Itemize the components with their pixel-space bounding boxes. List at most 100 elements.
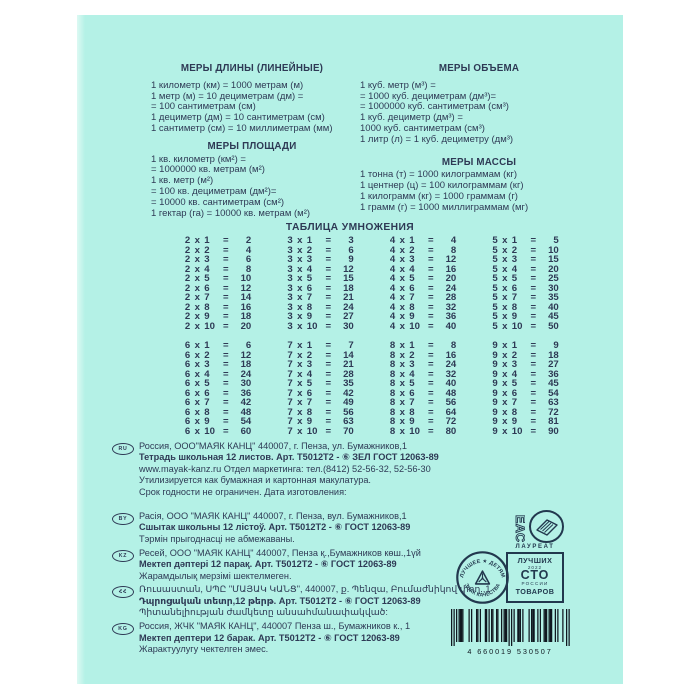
multiplication-fact: 9 х 7 = 63 bbox=[492, 397, 559, 409]
footer-line: www.mayak-kanz.ru Отдел маркетинга: тел.… bbox=[139, 463, 431, 474]
multiplication-fact: 8 х 10 = 80 bbox=[389, 425, 457, 437]
measures-line: 1 метр (м) = 10 дециметрам (дм) = bbox=[151, 90, 304, 102]
measures-line: 1 тонна (т) = 1000 килограммам (кг) bbox=[360, 169, 518, 181]
multiplication-fact: 8 х 3 = 24 bbox=[389, 359, 457, 371]
footer-line: Жарактуулугу чектелген эмес. bbox=[139, 644, 269, 654]
multiplication-fact: 6 х 8 = 48 bbox=[184, 406, 252, 418]
multiplication-fact: 3 х 10 = 30 bbox=[287, 320, 354, 332]
measures-section-title: МЕРЫ ПЛОЩАДИ bbox=[207, 140, 297, 152]
measures-section-title: МЕРЫ ДЛИНЫ (ЛИНЕЙНЫЕ) bbox=[180, 63, 324, 74]
measures-line: 1 грамм (г) = 1000 миллиграммам (мг) bbox=[360, 201, 529, 213]
multiplication-fact: 9 х 6 = 54 bbox=[492, 387, 559, 399]
measures-line: = 100 кв. дециметрам (дм²)= bbox=[151, 185, 277, 197]
multiplication-fact: 5 х 5 = 25 bbox=[492, 273, 559, 285]
measures-line: 1 сантиметр (см) = 10 миллиметрам (мм) bbox=[151, 122, 333, 134]
multiplication-fact: 4 х 4 = 16 bbox=[389, 263, 457, 275]
country-code-badge: RU bbox=[112, 443, 134, 455]
footer-lang-block: BY Расія, ООО "МАЯК КАНЦ" 440007, г. Пенз… bbox=[112, 511, 464, 545]
multiplication-fact: 6 х 7 = 42 bbox=[184, 397, 252, 409]
measures-section-title: МЕРЫ МАССЫ bbox=[441, 156, 517, 168]
multiplication-fact: 6 х 2 = 12 bbox=[184, 349, 252, 361]
multiplication-fact: 8 х 1 = 8 bbox=[389, 340, 457, 351]
multiplication-fact: 6 х 6 = 36 bbox=[184, 387, 252, 399]
multiplication-column: 5 х 1 = 5 5 х 2 = 10 5 х 3 = 15 5 х 4 = 20 5 х 5 = 25 5 х 6 = 30 5 х 7 = 3… bbox=[489, 235, 559, 332]
multiplication-fact: 8 х 8 = 64 bbox=[389, 406, 457, 418]
multiplication-fact: 3 х 5 = 15 bbox=[287, 273, 354, 285]
multiplication-fact: 6 х 3 = 18 bbox=[184, 359, 252, 371]
footer-line: Жарамдылық мерзімі шектелмеген. bbox=[139, 570, 292, 581]
best-goods-stamp-bottom: ТОВАРОВ bbox=[515, 587, 555, 596]
multiplication-fact: 6 х 5 = 30 bbox=[184, 378, 252, 390]
multiplication-fact: 5 х 8 = 40 bbox=[492, 301, 559, 313]
measures-section-title: МЕРЫ ОБЪЕМА bbox=[438, 63, 520, 74]
multiplication-fact: 5 х 10 = 50 bbox=[492, 320, 559, 332]
multiplication-fact: 9 х 8 = 72 bbox=[492, 406, 559, 418]
footer-line: Պիտանելիության ժամկետը անսահմանափակված: bbox=[139, 607, 388, 618]
multiplication-fact: 7 х 9 = 63 bbox=[287, 416, 354, 428]
measures-line: 1 километр (км) = 1000 метрам (м) bbox=[151, 79, 304, 91]
multiplication-fact: 2 х 7 = 14 bbox=[184, 292, 252, 304]
footer-lang-block: KZ Ресей, ООО "МАЯК КАНЦ" 440007, Пенза қ… bbox=[112, 548, 464, 582]
multiplication-fact: 7 х 8 = 56 bbox=[287, 406, 354, 418]
multiplication-fact: 4 х 1 = 4 bbox=[389, 235, 457, 246]
multiplication-fact: 2 х 6 = 12 bbox=[184, 282, 252, 294]
multiplication-fact: 2 х 8 = 16 bbox=[184, 301, 252, 313]
country-code-badge: ՀՀ bbox=[112, 586, 134, 599]
measures-line: 1000 куб. сантиметрам (см³) bbox=[360, 122, 485, 134]
quality-mark-icon: ЛУЧШЕЕ ★ ДЕТЯМ ЗНАК КАЧЕСТВА bbox=[456, 551, 509, 604]
multiplication-fact: 2 х 1 = 2 bbox=[184, 235, 252, 246]
footer-line: Դպրոցական տետր,12 թերթ. Арт. Т5012Т2 - ⑥… bbox=[139, 595, 421, 606]
multiplication-fact: 7 х 2 = 14 bbox=[287, 349, 354, 361]
publisher-logo bbox=[528, 509, 565, 544]
barcode-digits: 4 660019 530507 bbox=[467, 647, 553, 656]
multiplication-fact: 5 х 6 = 30 bbox=[492, 282, 559, 294]
multiplication-fact: 3 х 6 = 18 bbox=[287, 282, 354, 294]
multiplication-fact: 2 х 9 = 18 bbox=[184, 311, 252, 323]
footer-line: Россия, ООО"МАЯК КАНЦ" 440007, г. Пенза,… bbox=[139, 441, 408, 451]
book-icon bbox=[529, 510, 564, 543]
multiplication-fact: 4 х 7 = 28 bbox=[389, 292, 457, 304]
measures-section: МЕРЫ ПЛОЩАДИ 1 кв. километр (км²) = = 1000… bbox=[151, 140, 353, 220]
multiplication-fact: 5 х 7 = 35 bbox=[492, 292, 559, 304]
measures-section: МЕРЫ ОБЪЕМА 1 куб. метр (м³) = = 1000 куб.… bbox=[360, 63, 598, 146]
measures-line: = 10000 кв. сантиметрам (см²) bbox=[151, 196, 285, 208]
footer-line: Ռուսաստան, ՍՊԸ "ՄԱՅԱԿ ԿԱՆՑ", 440007, ք. … bbox=[139, 584, 491, 595]
multiplication-fact: 7 х 4 = 28 bbox=[287, 368, 354, 380]
multiplication-fact: 4 х 8 = 32 bbox=[389, 301, 457, 313]
footer-lines: Расія, ООО "МАЯК КАНЦ" 440007, г. Пенза,… bbox=[139, 511, 410, 545]
footer-lang-block: RU Россия, ООО"МАЯК КАНЦ" 440007, г. Пенз… bbox=[112, 441, 464, 498]
multiplication-fact: 3 х 2 = 6 bbox=[287, 244, 354, 256]
multiplication-fact: 9 х 2 = 18 bbox=[492, 349, 559, 361]
best-goods-stamp: ЛУЧШИХ 2022 СТО РОССИИ ТОВАРОВ bbox=[506, 552, 564, 603]
multiplication-column: 8 х 1 = 8 8 х 2 = 16 8 х 3 = 24 8 х 4 = 32 8 х 5 = 40 8 х 6 = 48 8 х 7 = 5… bbox=[386, 341, 456, 436]
footer-line: Тетрадь школьная 12 листов. Арт. Т5012Т2… bbox=[139, 452, 439, 463]
measures-section: МЕРЫ ДЛИНЫ (ЛИНЕЙНЫЕ) 1 километр (км) = 1… bbox=[151, 63, 353, 135]
footer-line: Россия, ЖЧК "МАЯК КАНЦ", 440007 Пенза ш.… bbox=[139, 621, 411, 632]
multiplication-fact: 3 х 9 = 27 bbox=[287, 311, 354, 323]
multiplication-fact: 7 х 5 = 35 bbox=[287, 378, 354, 390]
footer-line: Мектеп дептери 12 барак. Арт. Т5012Т2 - … bbox=[139, 632, 400, 643]
multiplication-table-title: ТАБЛИЦА УМНОЖЕНИЯ bbox=[285, 222, 415, 233]
measures-line: = 1000000 куб. сантиметрам (см³) bbox=[360, 101, 509, 113]
footer-line: Срок годности не ограничен. Дата изготов… bbox=[139, 486, 347, 497]
multiplication-fact: 6 х 4 = 24 bbox=[184, 368, 252, 380]
footer-line: Расія, ООО "МАЯК КАНЦ" 440007, г. Пенза,… bbox=[139, 511, 407, 522]
multiplication-fact: 7 х 6 = 42 bbox=[287, 387, 354, 399]
footer-lines: Ռուսաստան, ՍՊԸ "ՄԱՅԱԿ ԿԱՆՑ", 440007, ք. … bbox=[139, 584, 491, 618]
multiplication-fact: 5 х 1 = 5 bbox=[492, 235, 559, 246]
multiplication-fact: 4 х 10 = 40 bbox=[389, 320, 457, 332]
measures-line: 1 кв. метр (м²) bbox=[151, 175, 214, 187]
multiplication-fact: 4 х 6 = 24 bbox=[389, 282, 457, 294]
multiplication-fact: 3 х 4 = 12 bbox=[287, 263, 354, 275]
best-goods-stamp-rossii: РОССИИ bbox=[521, 581, 549, 586]
barcode: 4 660019 530507 bbox=[447, 609, 573, 656]
multiplication-fact: 8 х 6 = 48 bbox=[389, 387, 457, 399]
measures-line: 1 кв. километр (км²) = bbox=[151, 153, 246, 165]
footer-lang-block: ՀՀ Ռուսաստան, ՍՊԸ "ՄԱՅԱԿ ԿԱՆՑ", 440007, ք… bbox=[112, 584, 491, 618]
footer-lines: Россия, ЖЧК "МАЯК КАНЦ", 440007 Пенза ш.… bbox=[139, 621, 410, 655]
multiplication-fact: 6 х 9 = 54 bbox=[184, 416, 252, 428]
multiplication-fact: 9 х 5 = 45 bbox=[492, 378, 559, 390]
multiplication-fact: 8 х 2 = 16 bbox=[389, 349, 457, 361]
measures-line: 1 литр (л) = 1 куб. дециметру (дм³) bbox=[360, 133, 514, 145]
multiplication-fact: 9 х 4 = 36 bbox=[492, 368, 559, 380]
